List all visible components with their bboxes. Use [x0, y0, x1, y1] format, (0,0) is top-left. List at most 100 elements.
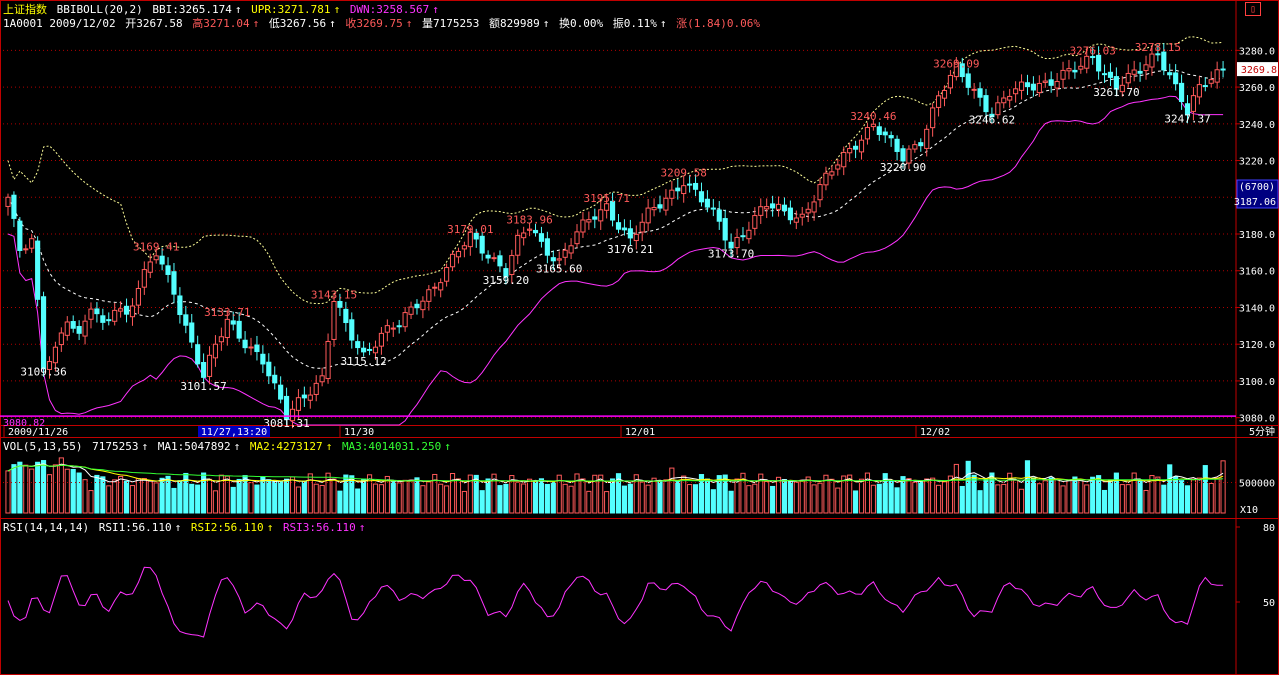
- candle-body: [799, 213, 805, 218]
- volume-bar: [189, 483, 195, 514]
- amount-value: 额829989: [489, 17, 540, 30]
- current-price-box: [1237, 62, 1278, 77]
- volume-bar: [129, 485, 136, 514]
- vol-unit-label: X10: [1240, 505, 1258, 516]
- rsi-name[interactable]: RSI(14,14,14): [3, 521, 90, 534]
- low-annotation-label: 3220.90: [880, 161, 926, 174]
- candle-body: [248, 346, 254, 349]
- volume-bar: [278, 481, 284, 514]
- high-annotation-label: 3195.71: [583, 192, 629, 205]
- candle-body: [781, 204, 788, 212]
- main-indicator-header: 上证指数 BBIBOLL(20,2) BBI:3265.174 ↑ UPR:327…: [3, 3, 439, 16]
- volume-bar: [35, 461, 41, 514]
- volume-bar: [1024, 460, 1031, 514]
- volume-bar: [1060, 485, 1066, 514]
- window-toggle-icon[interactable]: ▯: [1245, 2, 1261, 16]
- volume-bar: [894, 487, 900, 514]
- candle-body: [1214, 69, 1220, 83]
- volume-bar: [396, 482, 402, 514]
- candle-body: [278, 384, 284, 400]
- candle-body: [627, 228, 633, 239]
- volume-bar: [906, 478, 912, 514]
- rsi2-value: RSI2:56.110: [190, 521, 264, 534]
- candle-body: [355, 341, 361, 349]
- candle-body: [491, 257, 497, 260]
- volume-bar: [444, 485, 450, 514]
- volume-bar: [301, 480, 307, 514]
- candle-body: [349, 319, 355, 341]
- candle-body: [52, 346, 58, 364]
- volume-bar: [722, 474, 728, 514]
- vol-name[interactable]: VOL(5,13,55): [3, 440, 83, 453]
- vol-value: 7175253: [92, 440, 139, 453]
- volume-bar: [1196, 477, 1202, 514]
- volume-bar: [752, 483, 758, 514]
- volume-bar: [426, 481, 432, 514]
- volume-bar: [1113, 472, 1119, 514]
- volume-bar: [349, 475, 355, 514]
- volume-bar: [260, 476, 266, 514]
- volume-bar: [1179, 480, 1185, 514]
- candle-body: [272, 374, 278, 384]
- candle-body: [675, 187, 681, 192]
- volume-bar: [449, 472, 456, 514]
- candle-body: [912, 144, 918, 150]
- candle-body: [331, 300, 337, 340]
- volume-bar: [888, 480, 894, 514]
- price-tick-label: 3140.0: [1239, 303, 1275, 314]
- candle-body: [752, 215, 758, 229]
- close-value: 收3269.75: [345, 17, 403, 30]
- price-tick-label: 3280.0: [1239, 46, 1275, 57]
- candle-body: [556, 258, 562, 261]
- volume-bar: [1090, 476, 1096, 514]
- candle-body: [580, 219, 586, 233]
- volume-bar: [206, 478, 213, 514]
- candle-body: [112, 309, 118, 322]
- volume-bar: [734, 478, 740, 514]
- volume-bar: [331, 478, 337, 514]
- volume-bar: [627, 483, 633, 514]
- upr-value: UPR:3271.781: [251, 3, 331, 16]
- candle-body: [734, 236, 740, 249]
- candle-body: [1036, 82, 1042, 94]
- volume-bar: [829, 478, 835, 514]
- candle-body: [995, 102, 1001, 116]
- current-price-label: 3269.8: [1241, 65, 1277, 76]
- candle-body: [947, 74, 953, 89]
- volume-bar: [692, 484, 699, 514]
- candle-body: [432, 286, 438, 289]
- volume-bar: [361, 478, 367, 514]
- volume-bar: [746, 485, 752, 514]
- volume-bar: [562, 483, 568, 514]
- volume-bar: [366, 474, 373, 514]
- index-name[interactable]: 上证指数: [3, 3, 47, 16]
- volume-bar: [604, 491, 610, 514]
- turnover-value: 换0.00%: [559, 17, 604, 30]
- volume-bar: [384, 475, 390, 514]
- candle-body: [746, 229, 752, 240]
- candle-body: [1202, 85, 1208, 88]
- candle-body: [740, 235, 746, 238]
- candle-body: [503, 268, 509, 277]
- volume-bar: [870, 484, 876, 514]
- candle-body: [633, 233, 639, 242]
- candle-body: [76, 326, 82, 334]
- volume-bar: [224, 475, 230, 514]
- candle-body: [592, 216, 598, 220]
- candle-body: [864, 127, 871, 140]
- candle-body: [930, 107, 936, 129]
- volume-bar: [841, 475, 847, 514]
- volume-bar: [1084, 484, 1090, 514]
- indicator-name[interactable]: BBIBOLL(20,2): [56, 3, 143, 16]
- candle-body: [586, 219, 592, 223]
- candle-body: [704, 198, 710, 208]
- volume-bar: [787, 480, 793, 514]
- candle-body: [598, 209, 604, 222]
- candle-body: [550, 257, 556, 262]
- volume-bar: [965, 460, 971, 514]
- volume-bar: [88, 490, 94, 514]
- volume-bar: [177, 480, 183, 514]
- date-label: 12/02: [920, 427, 950, 438]
- low-annotation-label: 3165.60: [536, 262, 582, 275]
